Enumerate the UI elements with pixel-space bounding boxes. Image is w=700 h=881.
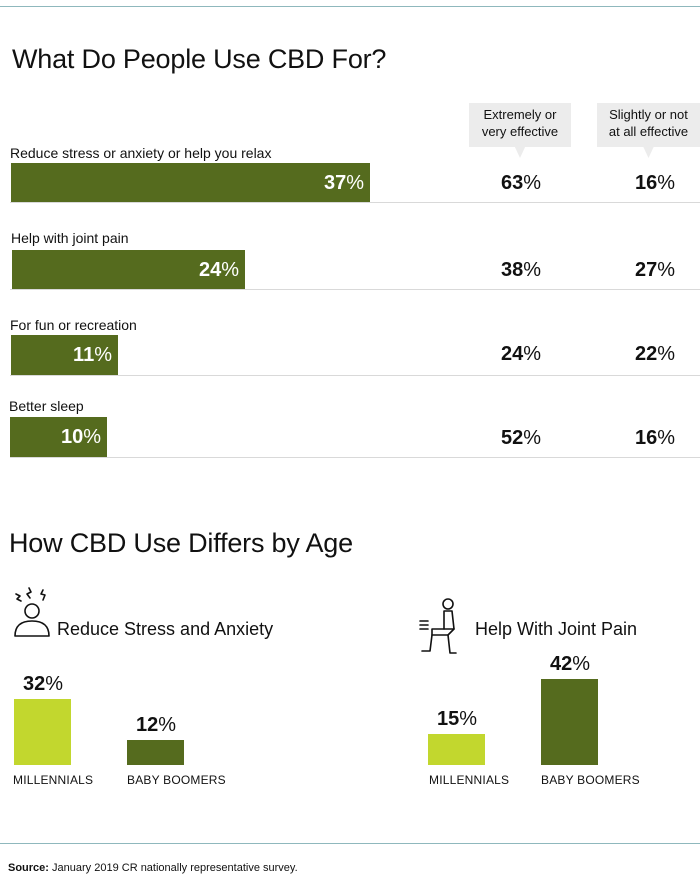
row-separator (10, 375, 700, 376)
col-header-effective: Extremely or very effective (469, 103, 571, 158)
row-label-0: Reduce stress or anxiety or help you rel… (10, 145, 272, 161)
usage-bar: 24% (12, 250, 245, 290)
col-header-not-effective-line2: at all effective (608, 124, 689, 139)
row-label-3: Better sleep (9, 398, 84, 414)
age-bar-value: 32 (22, 673, 46, 695)
age-category-label: BABY BOOMERS (127, 773, 226, 787)
effective-number: 63 (500, 172, 524, 194)
percent-sign: % (221, 259, 239, 281)
not-effective-value: 16% (615, 427, 695, 450)
row-label-2: For fun or recreation (10, 317, 137, 333)
effective-value: 24% (481, 343, 561, 366)
usage-bar-value: 11 (73, 344, 95, 366)
joint-subtitle: Help With Joint Pain (475, 619, 638, 639)
usage-bar-value: 24 (198, 259, 222, 281)
not-effective-value: 22% (615, 343, 695, 366)
age-category-label: MILLENNIALS (429, 773, 510, 787)
not-effective-number: 16 (634, 172, 658, 194)
not-effective-number: 27 (634, 259, 658, 281)
col-header-not-effective-line1: Slightly or not (609, 107, 688, 122)
bottom-rule (0, 843, 700, 844)
percent-sign: % (657, 172, 676, 194)
section2-title: How CBD Use Differs by Age (9, 528, 353, 558)
percent-sign: % (523, 343, 542, 365)
age-bar-value: 15 (436, 708, 460, 730)
age-bar-value: 42 (549, 653, 573, 675)
not-effective-number: 16 (634, 427, 658, 449)
percent-sign: % (657, 259, 676, 281)
usage-bar-label: 11% (73, 344, 112, 367)
not-effective-value: 16% (615, 172, 695, 195)
knee-pain-person-icon (419, 598, 457, 654)
age-bar (541, 679, 598, 765)
age-bar (14, 699, 71, 765)
chart-title: What Do People Use CBD For? (12, 44, 387, 74)
usage-bar-value: 37 (323, 172, 347, 194)
percent-sign: % (572, 653, 591, 675)
usage-bar: 10% (10, 417, 107, 457)
age-bar-value: 12 (135, 714, 159, 736)
not-effective-value: 27% (615, 259, 695, 282)
age-bar-label: 32% (3, 673, 83, 696)
usage-bar-label: 37% (324, 172, 364, 195)
source-note: Source: January 2019 CR nationally repre… (8, 862, 298, 874)
usage-bar: 37% (11, 163, 370, 203)
percent-sign: % (657, 427, 676, 449)
percent-sign: % (45, 673, 64, 695)
not-effective-number: 22 (634, 343, 658, 365)
age-bar-label: 42% (530, 653, 610, 676)
col-header-not-effective: Slightly or not at all effective (597, 103, 700, 158)
effective-number: 52 (500, 427, 524, 449)
col-header-effective-line1: Extremely or (483, 107, 557, 122)
usage-bar-label: 10% (61, 426, 101, 449)
percent-sign: % (523, 172, 542, 194)
effective-value: 52% (481, 427, 561, 450)
percent-sign: % (83, 426, 101, 448)
effective-number: 38 (500, 259, 524, 281)
row-label-1: Help with joint pain (11, 230, 129, 246)
usage-bar-value: 10 (60, 426, 84, 448)
top-rule (0, 6, 700, 7)
row-separator (10, 202, 700, 203)
percent-sign: % (523, 427, 542, 449)
stress-subtitle: Reduce Stress and Anxiety (57, 619, 274, 639)
stressed-person-icon (14, 587, 50, 637)
age-bar (127, 740, 184, 765)
percent-sign: % (346, 172, 364, 194)
age-category-label: BABY BOOMERS (541, 773, 640, 787)
usage-bar: 11% (11, 335, 118, 375)
row-separator (10, 457, 700, 458)
percent-sign: % (94, 344, 112, 366)
age-bar-label: 12% (116, 714, 196, 737)
source-label: Source: (8, 862, 49, 874)
col-header-effective-line2: very effective (481, 124, 559, 139)
effective-value: 63% (481, 172, 561, 195)
row-separator (10, 289, 700, 290)
percent-sign: % (459, 708, 478, 730)
percent-sign: % (523, 259, 542, 281)
effective-number: 24 (500, 343, 524, 365)
age-bar-label: 15% (417, 708, 497, 731)
percent-sign: % (657, 343, 676, 365)
usage-bar-label: 24% (199, 259, 239, 282)
effective-value: 38% (481, 259, 561, 282)
source-text: January 2019 CR nationally representativ… (52, 862, 298, 874)
age-category-label: MILLENNIALS (13, 773, 94, 787)
age-bar (428, 734, 485, 765)
percent-sign: % (158, 714, 177, 736)
